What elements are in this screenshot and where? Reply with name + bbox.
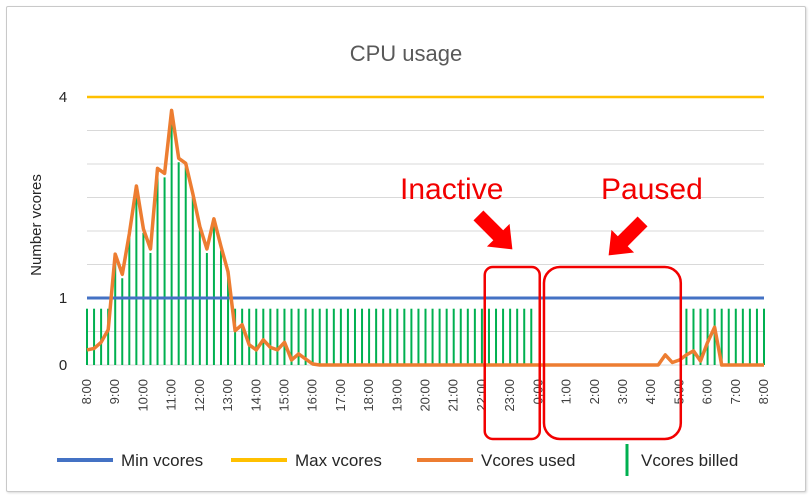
legend-item: Max vcores [231,451,382,470]
x-axis-ticks: 8:00 9:00 10:00 11:00 12:00 13:00 14:00 15:00 16… [79,379,771,412]
inactive-box [483,265,541,441]
cpu-usage-chart: CPU usage 0 1 4 8:00 9:00 10:00 11:00 12:00 13:… [28,41,771,476]
series-lines [86,95,764,367]
x-tick-label: 20:00 [418,379,433,412]
legend-item: Vcores used [417,451,576,470]
x-tick-label: 7:00 [728,379,743,404]
x-tick-label: 11:00 [164,379,179,411]
x-tick-label: 3:00 [615,379,630,404]
x-tick-label: 0:00 [530,379,545,404]
y-tick-label: 0 [59,357,67,374]
x-tick-label: 13:00 [220,379,235,412]
y-axis-label: Number vcores [28,174,45,276]
x-tick-label: 5:00 [671,379,686,404]
y-axis-ticks: 0 1 4 [59,89,67,374]
x-tick-label: 14:00 [248,379,263,412]
x-tick-label: 1:00 [559,379,574,404]
arrow-shape [473,210,513,250]
x-tick-label: 19:00 [389,379,404,412]
x-tick-label: 23:00 [502,379,517,412]
x-tick-label: 8:00 [79,379,94,404]
paused-arrow [608,216,648,256]
x-tick-label: 21:00 [446,379,461,412]
legend: Min vcores Max vcores Vcores used Vcores bi… [57,444,738,476]
x-tick-label: 8:00 [756,379,771,404]
chart-title: CPU usage [350,41,463,66]
x-tick-label: 9:00 [107,379,122,404]
vcores-used-line [86,108,764,367]
paused-label: Paused [601,173,703,206]
legend-label: Max vcores [295,451,382,470]
x-tick-label: 10:00 [135,379,150,412]
x-tick-label: 18:00 [361,379,376,412]
x-tick-label: 2:00 [587,379,602,404]
x-tick-label: 17:00 [333,379,348,412]
legend-item: Vcores billed [625,444,738,476]
paused-box [542,265,683,441]
y-tick-label: 4 [59,89,67,106]
arrow-shape [608,216,648,256]
legend-item: Min vcores [57,451,203,470]
x-tick-label: 22:00 [474,379,489,412]
inactive-arrow [473,210,513,250]
legend-label: Vcores billed [641,451,738,470]
x-tick-label: 15:00 [276,379,291,412]
legend-label: Min vcores [121,451,203,470]
x-tick-label: 6:00 [700,379,715,404]
x-tick-label: 4:00 [643,379,658,404]
x-tick-label: 16:00 [305,379,320,412]
chart-frame: CPU usage 0 1 4 8:00 9:00 10:00 11:00 12:00 13:… [6,6,806,492]
y-tick-label: 1 [59,290,67,307]
legend-label: Vcores used [481,451,576,470]
inactive-label: Inactive [400,173,503,206]
x-tick-label: 12:00 [192,379,207,412]
annotations: Inactive Paused [400,173,703,441]
vcores-billed-bars [86,114,765,365]
